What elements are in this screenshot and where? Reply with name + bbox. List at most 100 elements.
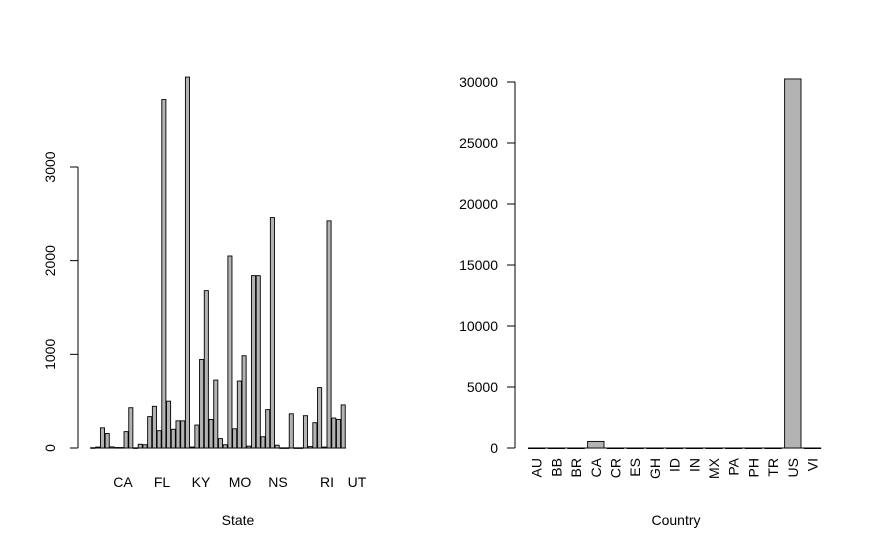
state-bar <box>147 416 153 449</box>
state-bar <box>222 444 228 449</box>
country-bar <box>587 440 605 449</box>
state-bar <box>241 355 247 449</box>
state-bar <box>227 255 233 449</box>
state-bar <box>284 447 290 449</box>
country-x-tick-label: BR <box>568 458 584 477</box>
country-x-tick-label: PA <box>726 457 742 475</box>
state-bar <box>255 275 261 449</box>
state-bar <box>90 447 96 449</box>
state-bar <box>251 275 257 449</box>
state-bar <box>114 447 120 449</box>
state-bar <box>269 217 275 449</box>
state-y-tick-label: 2000 <box>42 245 58 276</box>
state-bar <box>95 446 101 449</box>
state-bars <box>90 76 346 449</box>
country-bar <box>626 447 644 450</box>
country-bars <box>528 78 822 450</box>
country-bar <box>744 447 763 450</box>
country-y-tick-label: 25000 <box>459 135 498 151</box>
state-bar <box>288 413 294 449</box>
country-x-tick-label: BB <box>548 458 564 477</box>
state-bar <box>279 447 285 449</box>
state-y-tick-label: 1000 <box>42 339 58 370</box>
state-x-tick-label: UT <box>348 474 367 490</box>
country-x-tick-label: MX <box>706 457 722 479</box>
country-bar <box>547 447 566 450</box>
country-y-tick-label: 0 <box>490 440 498 456</box>
state-bar <box>199 359 205 449</box>
country-bar <box>685 447 703 450</box>
state-bar <box>213 379 219 449</box>
state-bar <box>137 443 143 449</box>
country-bar <box>606 447 625 450</box>
country-y-tick-label: 10000 <box>459 318 498 334</box>
country-y-axis: 0 5000 10000 15000 20000 25000 30000 <box>459 74 516 456</box>
state-y-tick-label: 3000 <box>42 151 58 182</box>
state-x-tick-label: NS <box>268 474 287 490</box>
state-bar <box>302 415 308 449</box>
state-x-tick-label: FL <box>154 474 171 490</box>
state-bar <box>326 220 332 449</box>
country-bar <box>705 447 723 450</box>
state-bar <box>335 418 341 449</box>
state-bar <box>331 417 337 449</box>
state-bar <box>274 444 280 449</box>
country-y-tick-label: 30000 <box>459 74 498 90</box>
state-bar <box>109 446 115 449</box>
country-x-tick-label: CA <box>588 457 604 477</box>
country-bar <box>646 447 664 450</box>
state-bar <box>265 409 271 449</box>
state-bar <box>156 430 162 449</box>
country-bar <box>665 447 684 450</box>
state-bar <box>317 387 323 449</box>
state-bar <box>133 447 139 449</box>
country-x-tick-label: ES <box>627 458 643 477</box>
country-bar <box>567 447 585 450</box>
country-bar <box>725 447 743 450</box>
state-y-axis: 0 1000 2000 3000 <box>42 151 79 452</box>
state-bar <box>293 447 299 449</box>
state-bar <box>170 428 176 449</box>
state-bar <box>180 420 186 449</box>
country-bar <box>784 78 802 449</box>
state-x-tick-label: CA <box>113 474 133 490</box>
state-bar <box>307 446 313 449</box>
state-x-axis-label: State <box>222 512 255 528</box>
country-x-tick-label: US <box>785 458 801 477</box>
state-bar <box>203 290 209 449</box>
state-bar <box>194 424 200 449</box>
state-bar <box>142 444 148 449</box>
country-x-axis-label: Country <box>651 512 700 528</box>
country-x-tick-label: VI <box>805 458 821 471</box>
country-x-tick-label: AU <box>529 458 545 477</box>
country-y-tick-label: 5000 <box>467 379 498 395</box>
state-bar <box>246 445 252 449</box>
state-bar <box>99 427 105 449</box>
state-bar <box>189 446 195 449</box>
state-bar <box>260 436 266 449</box>
state-bar <box>123 431 129 449</box>
state-bar <box>161 99 167 449</box>
state-x-tick-labels: CA FL KY MO NS RI UT <box>113 474 367 490</box>
state-bar <box>184 76 190 449</box>
state-bar <box>298 447 304 449</box>
state-y-tick-label: 0 <box>42 444 58 452</box>
state-bar <box>340 404 346 449</box>
country-bar <box>528 447 546 450</box>
country-bar <box>803 447 822 450</box>
state-x-tick-label: KY <box>192 474 211 490</box>
state-bar <box>175 420 181 449</box>
country-x-tick-label: ID <box>667 458 683 472</box>
state-bar <box>151 405 157 449</box>
state-x-tick-label: MO <box>229 474 252 490</box>
state-bar-chart: 0 1000 2000 3000 CA FL KY MO NS RI UT State <box>42 76 367 528</box>
country-y-tick-label: 15000 <box>459 257 498 273</box>
country-x-tick-labels: AU BB BR CA CR ES GH ID IN MX PA PH TR US VI <box>529 457 821 479</box>
state-bar <box>312 422 318 449</box>
state-x-tick-label: RI <box>320 474 334 490</box>
country-x-tick-label: GH <box>647 458 663 479</box>
country-bar <box>764 447 782 450</box>
state-bar <box>217 438 223 449</box>
